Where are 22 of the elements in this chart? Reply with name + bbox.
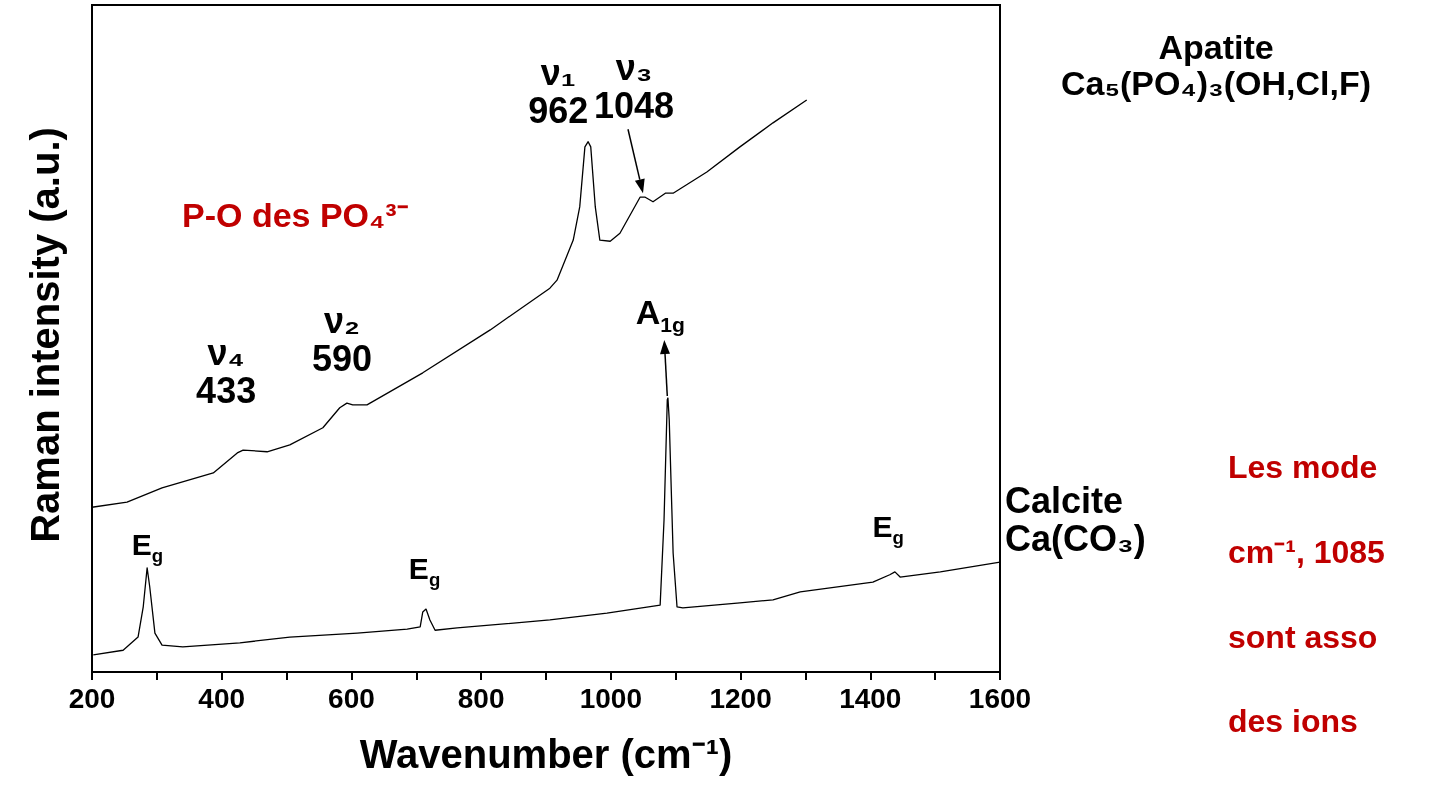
- x-tick-label: 800: [457, 682, 505, 714]
- annotation: E$_{g}$: [408, 552, 441, 591]
- x-tick-label: 1400: [839, 682, 902, 714]
- x-tick-label: 400: [198, 682, 246, 714]
- text: Calcite Ca(CO₃): [1005, 480, 1146, 559]
- x-tick-label: 200: [68, 682, 116, 714]
- text: Les mode cm⁻¹, 1085 sont asso des ions: [1228, 449, 1385, 740]
- x-tick-label: 600: [328, 682, 375, 714]
- annotation: ν₄ 433: [196, 332, 257, 411]
- annotation: ν₂ 590: [311, 300, 373, 379]
- annotation: ν₁ 962: [528, 51, 589, 131]
- annotation: A$_{1g}$: [635, 292, 685, 336]
- x-tick-label: 1600: [968, 682, 1032, 714]
- annotation: ν₃ 1048: [593, 47, 675, 126]
- x-tick-label: 1000: [579, 682, 643, 714]
- annotation: E$_{g}$: [131, 527, 163, 566]
- x-axis-title: Wavenumber (cm⁻¹): [359, 732, 733, 776]
- y-axis-title: Raman intensity (a.u.): [22, 127, 67, 543]
- annotation: E$_{g}$: [872, 509, 904, 548]
- text: Apatite Ca₅(PO₄)₃(OH,Cl,F): [1061, 28, 1372, 102]
- x-tick-label: 1200: [709, 682, 772, 714]
- annotation: P-O des PO₄³⁻: [182, 196, 408, 234]
